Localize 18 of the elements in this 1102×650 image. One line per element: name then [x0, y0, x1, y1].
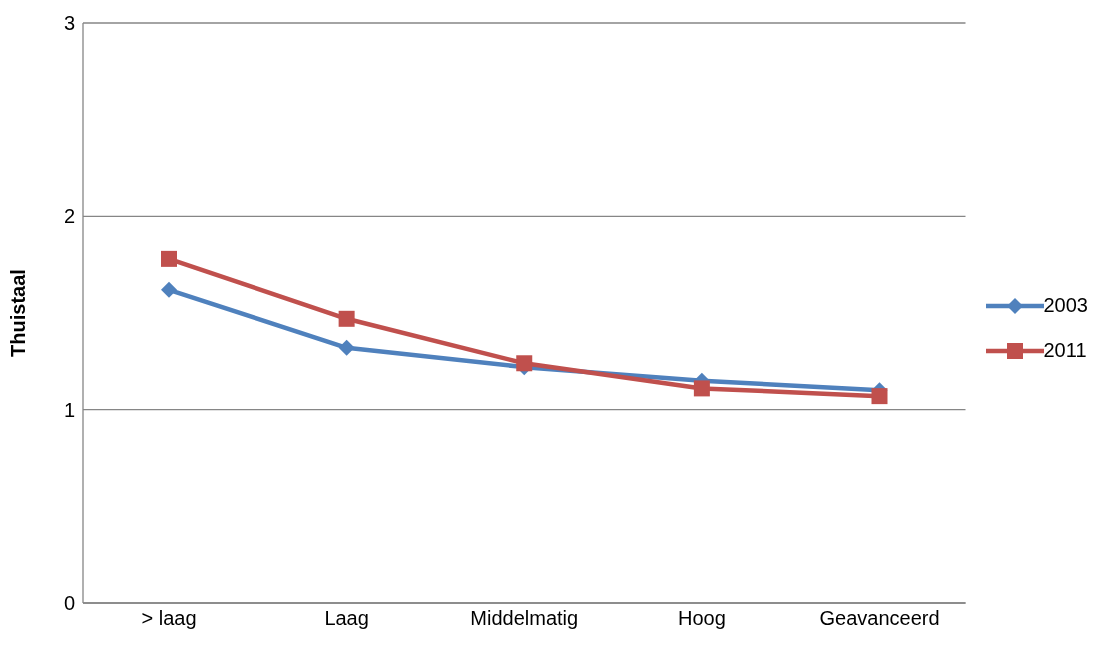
x-tick-label: Geavanceerd — [819, 607, 940, 630]
legend-label: 2011 — [1043, 339, 1087, 362]
x-tick-label: > laag — [141, 607, 197, 630]
point — [161, 281, 177, 298]
y-axis-title: Thuistaal — [7, 269, 30, 357]
y-tick-label: 0 — [63, 592, 75, 615]
x-tick-label: Hoog — [677, 607, 726, 630]
x-tick-label: Middelmatig — [470, 607, 579, 630]
point — [338, 310, 355, 327]
point — [161, 250, 177, 267]
point — [871, 388, 888, 405]
y-tick-label: 2 — [63, 205, 75, 228]
y-tick-label: 3 — [63, 12, 75, 35]
y-tick-label: 1 — [63, 398, 75, 421]
x-tick-label: Laag — [324, 607, 369, 630]
point — [338, 339, 355, 356]
legend-label: 2003 — [1043, 294, 1088, 317]
point — [693, 380, 710, 397]
